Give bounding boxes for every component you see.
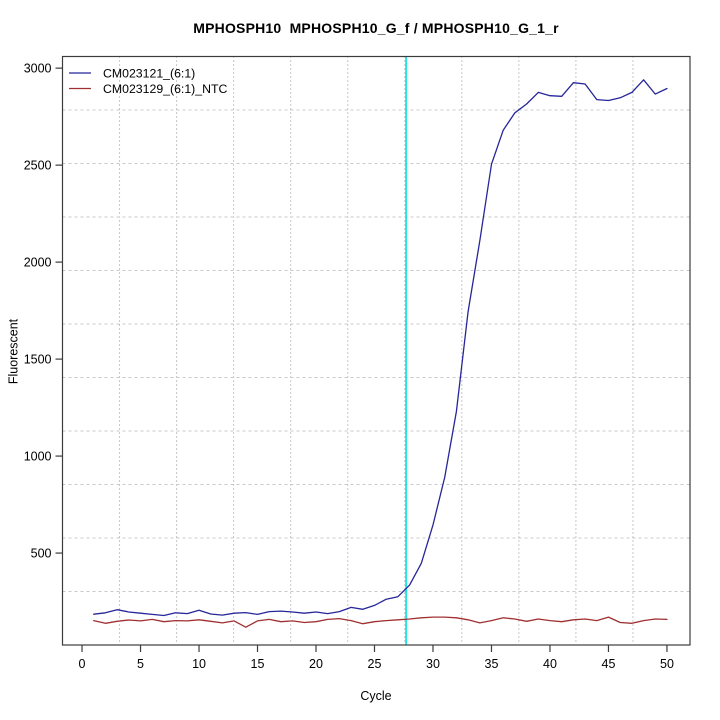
y-tick-label-2000: 2000 bbox=[24, 255, 52, 269]
x-tick-label-45: 45 bbox=[602, 657, 616, 671]
x-axis-label: Cycle bbox=[360, 689, 392, 703]
y-tick-label-2500: 2500 bbox=[24, 158, 52, 172]
series-lines bbox=[93, 79, 668, 628]
x-tick-label-10: 10 bbox=[192, 657, 206, 671]
grid-lines bbox=[62, 56, 690, 645]
legend-label-ntc: CM023129_(6:1)_NTC bbox=[103, 82, 228, 96]
x-tick-label-25: 25 bbox=[368, 657, 382, 671]
series-line-1 bbox=[93, 616, 668, 628]
x-tick-label-15: 15 bbox=[251, 657, 265, 671]
series-line-0 bbox=[93, 79, 668, 617]
y-tick-label-3000: 3000 bbox=[24, 61, 52, 75]
chart-title: MPHOSPH10 MPHOSPH10_G_f / MPHOSPH10_G_1_… bbox=[193, 20, 559, 36]
plot-border bbox=[61, 55, 691, 646]
legend-label-sample: CM023121_(6:1) bbox=[103, 67, 195, 81]
y-tick-label-1500: 1500 bbox=[24, 352, 52, 366]
x-tick-label-20: 20 bbox=[309, 657, 323, 671]
y-tick-label-1000: 1000 bbox=[24, 449, 52, 463]
x-tick-label-5: 5 bbox=[137, 657, 144, 671]
legend: CM023121_(6:1) CM023129_(6:1)_NTC bbox=[69, 67, 228, 96]
x-tick-label-0: 0 bbox=[79, 657, 86, 671]
x-tick-label-30: 30 bbox=[426, 657, 440, 671]
x-tick-label-35: 35 bbox=[485, 657, 499, 671]
y-tick-label-500: 500 bbox=[31, 546, 52, 560]
x-tick-label-50: 50 bbox=[660, 657, 674, 671]
x-tick-label-40: 40 bbox=[543, 657, 557, 671]
axes: 0 5 10 15 20 25 30 35 40 45 50 500 1000 1500 2000 2500 3… bbox=[24, 55, 691, 671]
